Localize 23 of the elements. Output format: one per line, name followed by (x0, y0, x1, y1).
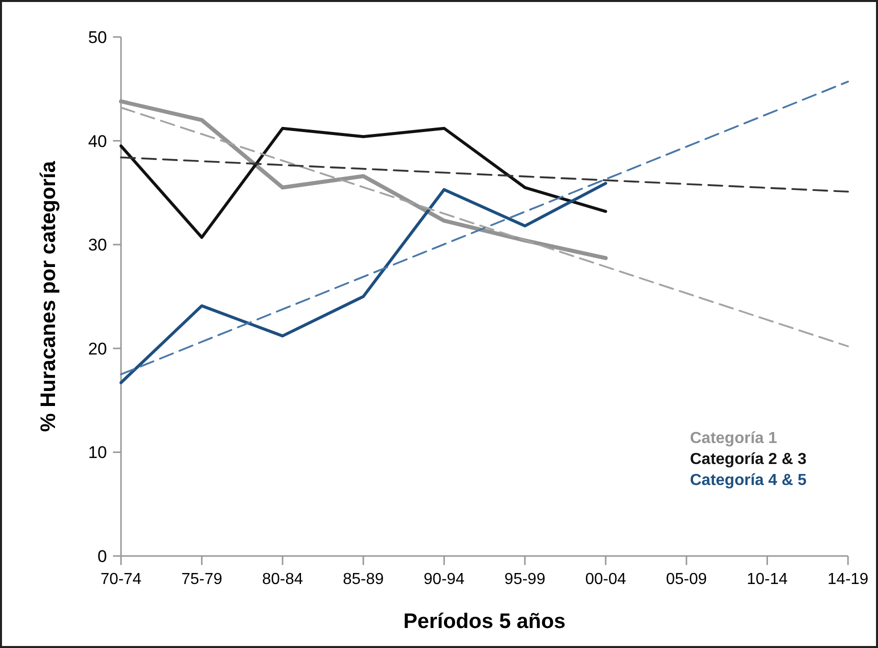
y-tick-label: 20 (88, 339, 107, 358)
text: Categoría 2 & 3 (690, 451, 807, 468)
x-tick-label: 14-19 (828, 571, 869, 588)
x-tick-label: 90-94 (424, 571, 465, 588)
x-axis-title: Períodos 5 años (403, 610, 566, 633)
x-tick-label: 85-89 (342, 571, 384, 588)
y-tick-label: 40 (88, 132, 107, 151)
x-tick-label: 80-84 (262, 571, 304, 588)
line-series (120, 126, 608, 239)
x-tick-label: 95-99 (504, 571, 546, 588)
line-series (120, 182, 608, 384)
text: Categoría 4 & 5 (690, 472, 807, 489)
y-tick-label: 10 (88, 443, 107, 462)
x-tick-label: 10-14 (746, 571, 788, 588)
y-tick-label: 30 (88, 236, 107, 255)
x-tick-label: 75-79 (181, 571, 222, 588)
y-tick-label: 0 (98, 546, 107, 566)
y-tick-label: 50 (88, 28, 107, 47)
x-tick-label: 00-04 (585, 571, 626, 588)
x-tick-label: 70-74 (100, 571, 142, 588)
x-tick-label: 05-09 (666, 571, 708, 588)
y-axis-title: % Huracanes por categoría (37, 160, 60, 432)
text: Categoría 1 (690, 430, 778, 447)
